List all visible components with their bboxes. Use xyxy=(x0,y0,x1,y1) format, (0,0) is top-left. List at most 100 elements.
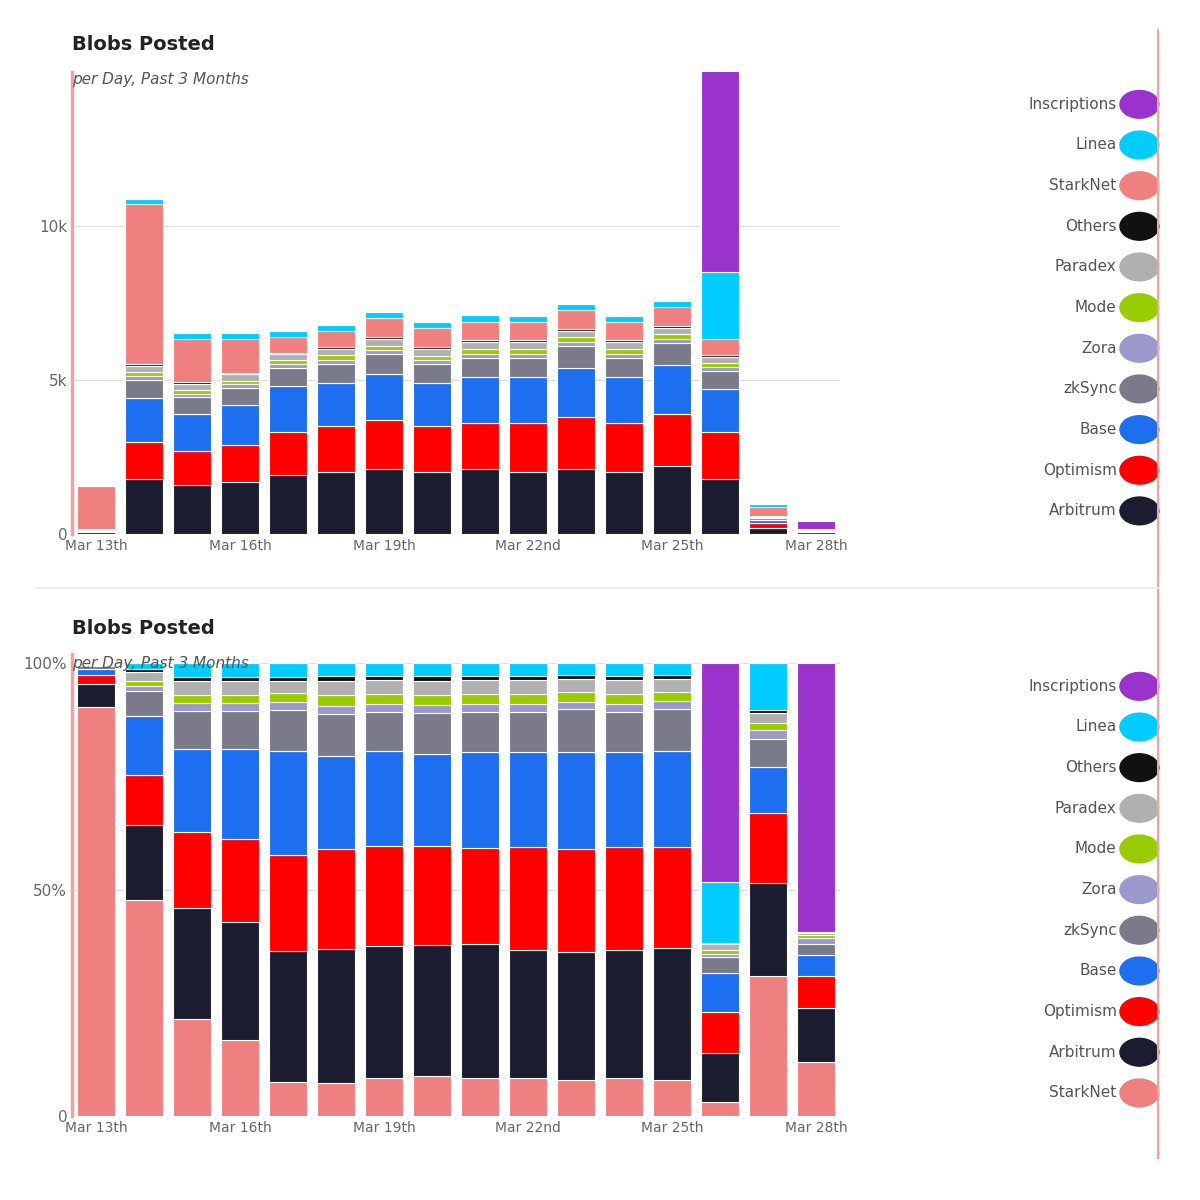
Bar xyxy=(221,373,259,374)
Ellipse shape xyxy=(1120,713,1159,740)
Bar xyxy=(317,355,355,360)
Bar xyxy=(557,367,595,416)
Bar xyxy=(509,680,547,694)
Bar xyxy=(173,414,211,451)
Bar xyxy=(701,367,739,371)
Bar xyxy=(557,709,595,752)
Bar xyxy=(317,1082,355,1116)
Bar xyxy=(653,679,691,692)
Bar xyxy=(653,664,691,676)
Bar xyxy=(461,694,499,703)
Bar xyxy=(317,680,355,696)
Bar xyxy=(365,703,403,712)
Bar xyxy=(221,374,259,380)
Ellipse shape xyxy=(1120,253,1159,281)
Bar xyxy=(461,342,499,349)
Bar xyxy=(605,676,643,680)
Bar xyxy=(173,832,211,908)
Bar xyxy=(413,347,451,349)
Bar xyxy=(461,340,499,342)
Bar xyxy=(77,707,115,1116)
Text: StarkNet: StarkNet xyxy=(1050,178,1117,193)
Bar xyxy=(221,380,259,384)
Bar xyxy=(557,329,595,331)
Bar xyxy=(701,973,739,1012)
Bar xyxy=(653,709,691,751)
Bar xyxy=(317,714,355,756)
Bar xyxy=(173,382,211,384)
Bar xyxy=(413,383,451,426)
Bar xyxy=(749,709,787,713)
Bar xyxy=(221,710,259,749)
Ellipse shape xyxy=(1120,835,1159,863)
Bar xyxy=(365,469,403,534)
Bar xyxy=(509,473,547,534)
Bar xyxy=(77,486,115,529)
Bar xyxy=(365,679,403,694)
Bar xyxy=(77,666,115,670)
Bar xyxy=(269,364,307,367)
Bar xyxy=(797,533,835,534)
Bar xyxy=(797,955,835,976)
Bar xyxy=(221,445,259,481)
Bar xyxy=(317,949,355,1082)
Text: Blobs Posted: Blobs Posted xyxy=(72,35,215,54)
Bar xyxy=(605,341,643,342)
Bar xyxy=(797,944,835,955)
Bar xyxy=(413,426,451,473)
Text: StarkNet: StarkNet xyxy=(1050,1085,1117,1100)
Bar xyxy=(317,473,355,534)
Bar xyxy=(413,754,451,846)
Bar xyxy=(173,390,211,394)
Bar xyxy=(701,944,739,950)
Ellipse shape xyxy=(1120,90,1159,118)
Bar xyxy=(797,935,835,938)
Bar xyxy=(653,365,691,414)
Bar xyxy=(797,1008,835,1062)
Bar xyxy=(221,703,259,710)
Bar xyxy=(173,394,211,397)
Bar xyxy=(125,442,163,479)
Bar xyxy=(509,694,547,703)
Bar xyxy=(701,1103,739,1116)
Bar xyxy=(653,340,691,343)
Bar xyxy=(701,1052,739,1103)
Bar xyxy=(557,850,595,952)
Bar xyxy=(605,322,643,341)
Bar xyxy=(125,204,163,364)
Bar xyxy=(269,710,307,751)
Bar xyxy=(317,664,355,677)
Bar xyxy=(557,342,595,346)
Bar xyxy=(125,398,163,442)
Bar xyxy=(317,325,355,331)
Bar xyxy=(365,318,403,337)
Bar xyxy=(173,695,211,703)
Bar xyxy=(317,348,355,355)
Bar xyxy=(221,695,259,703)
Bar xyxy=(797,934,835,935)
Bar xyxy=(365,312,403,318)
Bar xyxy=(653,325,691,328)
Ellipse shape xyxy=(1120,212,1159,240)
Bar xyxy=(365,694,403,703)
Ellipse shape xyxy=(1120,672,1159,700)
Bar xyxy=(509,354,547,358)
Bar xyxy=(749,523,787,528)
Bar xyxy=(221,481,259,534)
Bar xyxy=(413,473,451,534)
Ellipse shape xyxy=(1120,172,1159,199)
Bar xyxy=(221,1039,259,1116)
Bar xyxy=(653,301,691,307)
Text: Blobs Posted: Blobs Posted xyxy=(72,619,215,638)
Bar xyxy=(653,676,691,679)
Bar xyxy=(509,751,547,847)
Bar xyxy=(557,304,595,311)
Bar xyxy=(653,692,691,701)
Text: Base: Base xyxy=(1079,964,1117,978)
Bar xyxy=(413,680,451,695)
Bar xyxy=(749,664,787,709)
Bar xyxy=(557,952,595,1080)
Bar xyxy=(653,948,691,1080)
Bar xyxy=(653,328,691,335)
Bar xyxy=(221,338,259,373)
